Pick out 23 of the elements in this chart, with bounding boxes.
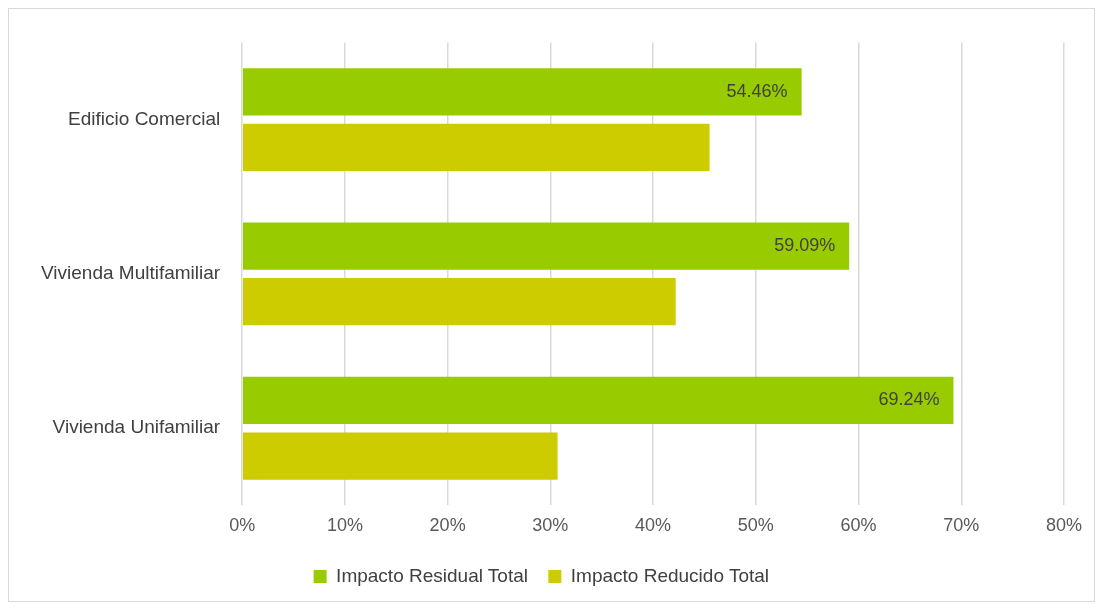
legend-label: Impacto Residual Total — [336, 564, 528, 586]
x-tick-label: 50% — [737, 515, 774, 536]
bar — [242, 68, 802, 116]
x-tick-label: 60% — [840, 515, 877, 536]
y-tick-label: Vivienda Multifamiliar — [40, 262, 221, 284]
x-tick-label: 30% — [532, 515, 569, 536]
x-tick-label: 20% — [429, 515, 466, 536]
bar — [242, 222, 850, 270]
bar — [242, 432, 558, 480]
legend-label: Impacto Reducido Total — [570, 564, 770, 586]
data-label: 59.09% — [774, 235, 836, 256]
data-label: 69.24% — [878, 389, 940, 410]
y-tick-label: Vivienda Unifamiliar — [52, 416, 221, 438]
bar — [242, 376, 954, 425]
x-tick-label: 10% — [326, 515, 363, 536]
bar — [242, 278, 676, 326]
x-tick-label: 40% — [635, 515, 672, 536]
x-tick-label: 70% — [943, 515, 980, 536]
x-tick-label: 80% — [1045, 515, 1083, 536]
y-tick-label: Edificio Comercial — [68, 107, 221, 129]
data-label: 54.46% — [726, 80, 788, 101]
bar — [242, 123, 710, 171]
x-tick-label: 0% — [229, 515, 256, 536]
